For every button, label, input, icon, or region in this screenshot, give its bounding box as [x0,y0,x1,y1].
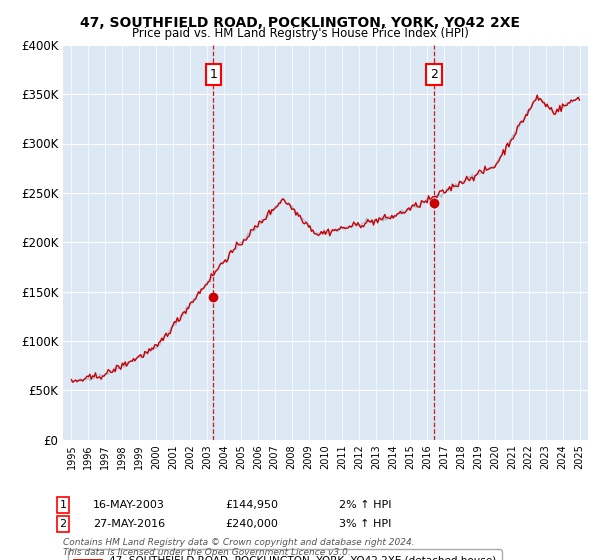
Text: 1: 1 [209,68,217,81]
Text: 1: 1 [59,500,67,510]
Text: £240,000: £240,000 [225,519,278,529]
Text: 2: 2 [430,68,438,81]
Legend: 47, SOUTHFIELD ROAD, POCKLINGTON, YORK, YO42 2XE (detached house), HPI: Average : 47, SOUTHFIELD ROAD, POCKLINGTON, YORK, … [68,549,502,560]
Text: 27-MAY-2016: 27-MAY-2016 [93,519,165,529]
Text: £144,950: £144,950 [225,500,278,510]
Text: 2% ↑ HPI: 2% ↑ HPI [339,500,391,510]
Text: Contains HM Land Registry data © Crown copyright and database right 2024.
This d: Contains HM Land Registry data © Crown c… [63,538,415,557]
Text: 16-MAY-2003: 16-MAY-2003 [93,500,165,510]
Text: 47, SOUTHFIELD ROAD, POCKLINGTON, YORK, YO42 2XE: 47, SOUTHFIELD ROAD, POCKLINGTON, YORK, … [80,16,520,30]
Text: 3% ↑ HPI: 3% ↑ HPI [339,519,391,529]
Text: 2: 2 [59,519,67,529]
Text: Price paid vs. HM Land Registry's House Price Index (HPI): Price paid vs. HM Land Registry's House … [131,27,469,40]
